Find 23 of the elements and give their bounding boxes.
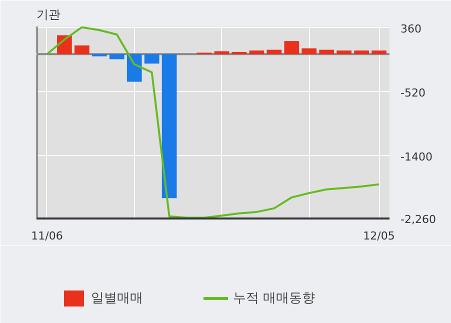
bar — [372, 50, 386, 54]
chart-title: 기관 — [36, 8, 60, 22]
y-tick-label: -520 — [400, 86, 426, 100]
x-tick-label: 11/06 — [31, 230, 63, 242]
bar — [336, 50, 352, 54]
y-tick-label: 360 — [400, 22, 422, 36]
bar — [162, 54, 177, 198]
bar — [266, 50, 282, 54]
bar — [319, 50, 334, 54]
legend-label: 누적 매매동향 — [233, 290, 316, 307]
bar — [126, 54, 142, 82]
bar — [302, 48, 317, 54]
y-tick-label: -1400 — [400, 150, 432, 164]
bar — [109, 54, 124, 60]
bar — [284, 41, 300, 54]
bar — [214, 51, 230, 54]
x-tick-label: 12/05 — [363, 230, 395, 242]
bar — [354, 50, 369, 54]
bar — [249, 50, 264, 54]
bar — [144, 54, 160, 64]
y-tick-label: -2,260 — [400, 213, 436, 226]
bar — [74, 45, 90, 54]
legend-label: 일별매매 — [91, 290, 143, 307]
